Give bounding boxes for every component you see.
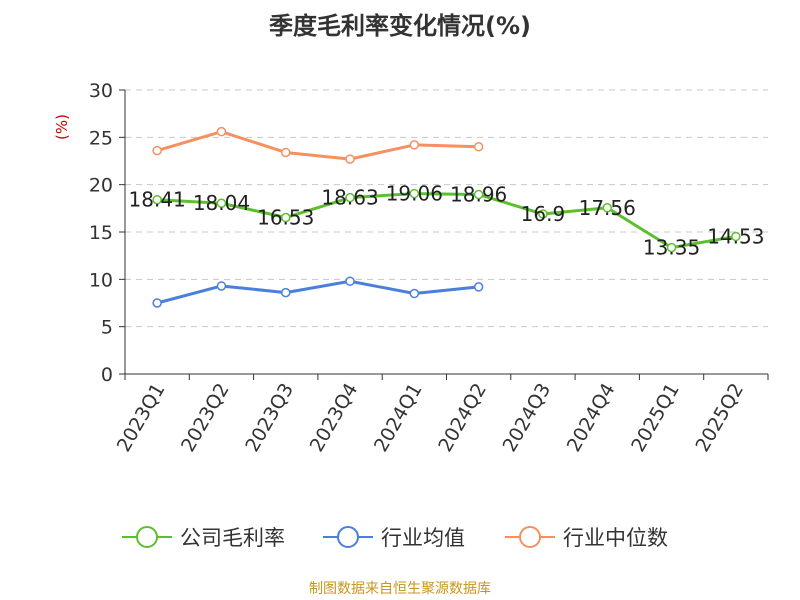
data-point[interactable] xyxy=(731,231,741,242)
data-point[interactable] xyxy=(281,147,291,158)
source-note: 制图数据来自恒生聚源数据库 xyxy=(309,581,491,597)
legend-label: 行业均值 xyxy=(381,526,465,550)
legend-swatch-marker xyxy=(519,526,541,548)
y-tick-label: 0 xyxy=(101,364,113,386)
data-point[interactable] xyxy=(538,209,548,219)
data-label: 17.56 xyxy=(579,196,636,220)
data-point[interactable] xyxy=(473,189,484,200)
data-point[interactable] xyxy=(409,188,420,199)
data-label: 18.96 xyxy=(450,183,507,207)
data-point[interactable] xyxy=(345,154,355,164)
data-point[interactable] xyxy=(345,276,355,286)
data-point[interactable] xyxy=(281,212,291,223)
data-point[interactable] xyxy=(666,242,677,253)
y-tick-label: 20 xyxy=(89,175,113,197)
x-tick-label: 2024Q1 xyxy=(370,380,427,456)
data-label: 14.53 xyxy=(707,224,764,248)
x-tick-label: 2023Q2 xyxy=(177,380,234,456)
legend-item-0[interactable]: 公司毛利率 xyxy=(122,526,285,550)
data-label: 18.63 xyxy=(321,186,378,210)
data-label: 16.53 xyxy=(257,206,314,230)
grid-lines xyxy=(125,89,768,328)
y-tick-label: 15 xyxy=(89,222,113,244)
data-label: 19.06 xyxy=(386,182,443,206)
legend-label: 行业中位数 xyxy=(563,526,668,550)
data-point[interactable] xyxy=(281,287,291,298)
data-point[interactable] xyxy=(345,192,355,203)
legend-swatch-marker xyxy=(136,526,158,548)
data-point[interactable] xyxy=(473,282,484,292)
data-point[interactable] xyxy=(216,198,227,208)
series-line-1 xyxy=(156,279,479,305)
series-line-0 xyxy=(157,192,737,250)
data-label: 16.9 xyxy=(521,202,566,226)
data-label: 13.35 xyxy=(643,236,700,260)
legend-item-1[interactable]: 行业均值 xyxy=(323,526,465,550)
series-line-2 xyxy=(156,130,479,161)
data-point[interactable] xyxy=(409,288,420,299)
legend[interactable]: 公司毛利率 行业均值 行业中位数 xyxy=(122,526,668,550)
y-tick-label: 25 xyxy=(89,127,113,149)
x-tick-label: 2024Q4 xyxy=(563,380,620,456)
x-tick-label: 2025Q1 xyxy=(627,380,684,456)
data-label: 18.41 xyxy=(129,188,186,212)
chart-title: 季度毛利率变化情况(%) xyxy=(269,12,531,40)
data-label: 18.04 xyxy=(193,191,250,215)
series-lines xyxy=(152,126,741,308)
data-labels: 18.41 18.04 16.53 18.63 19.06 18.96 16.9 17.56 1… xyxy=(129,182,765,260)
data-point[interactable] xyxy=(152,194,162,205)
x-tick-label: 2025Q2 xyxy=(691,380,748,456)
x-tick-label: 2023Q1 xyxy=(113,380,170,456)
legend-item-2[interactable]: 行业中位数 xyxy=(505,526,668,550)
data-point[interactable] xyxy=(602,203,612,213)
data-point[interactable] xyxy=(216,126,227,137)
data-point[interactable] xyxy=(473,142,484,152)
data-point[interactable] xyxy=(216,281,227,291)
data-point[interactable] xyxy=(152,145,162,156)
x-tick-label: 2024Q3 xyxy=(499,380,556,456)
legend-label: 公司毛利率 xyxy=(180,526,285,550)
y-tick-label: 10 xyxy=(89,269,113,291)
data-point[interactable] xyxy=(152,298,162,308)
legend-swatch-marker xyxy=(337,526,359,548)
y-tick-label: 30 xyxy=(89,80,113,102)
x-tick-label: 2024Q2 xyxy=(434,380,491,456)
data-point[interactable] xyxy=(409,140,420,150)
y-tick-label: 5 xyxy=(101,317,113,339)
x-tick-label: 2023Q3 xyxy=(241,380,298,456)
x-tick-label: 2023Q4 xyxy=(306,380,363,456)
y-axis-unit: (%) xyxy=(53,114,71,140)
